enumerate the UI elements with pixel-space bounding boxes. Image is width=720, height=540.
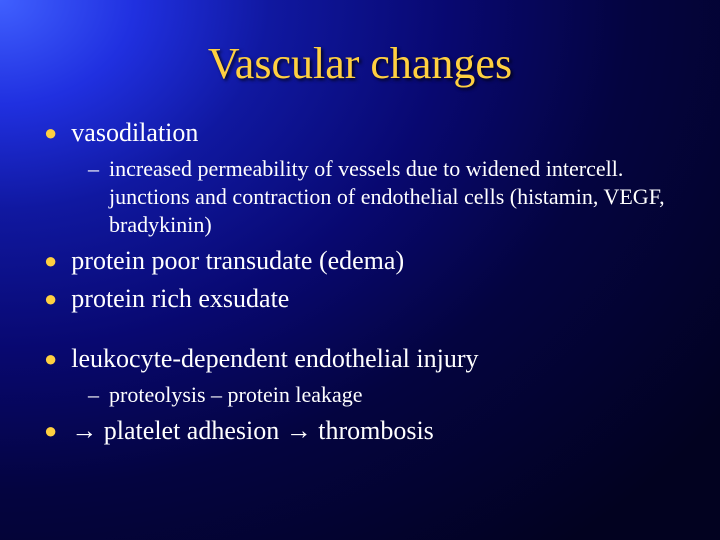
bullet-text: → platelet adhesion → thrombosis bbox=[71, 415, 434, 447]
dash-icon: – bbox=[88, 155, 99, 183]
slide-title: Vascular changes bbox=[208, 39, 512, 88]
bullet-icon: ● bbox=[44, 415, 57, 447]
slide-content: ● vasodilation – increased permeability … bbox=[0, 117, 720, 447]
bullet-exsudate: ● protein rich exsudate bbox=[44, 283, 690, 315]
bullet-transudate: ● protein poor transudate (edema) bbox=[44, 245, 690, 277]
bullet-thrombosis: ● → platelet adhesion → thrombosis bbox=[44, 415, 690, 447]
bullet-icon: ● bbox=[44, 283, 57, 315]
spacer bbox=[44, 321, 690, 343]
bullet-text: protein rich exsudate bbox=[71, 283, 289, 315]
bullet-icon: ● bbox=[44, 343, 57, 375]
bullet-text: vasodilation bbox=[71, 117, 198, 149]
bullet-icon: ● bbox=[44, 245, 57, 277]
slide-title-container: Vascular changes bbox=[0, 0, 720, 117]
bullet-text: leukocyte-dependent endothelial injury bbox=[71, 343, 478, 375]
subbullet-permeability: – increased permeability of vessels due … bbox=[44, 155, 690, 239]
bullet-text: protein poor transudate (edema) bbox=[71, 245, 404, 277]
bullet-icon: ● bbox=[44, 117, 57, 149]
bullet-leukocyte: ● leukocyte-dependent endothelial injury bbox=[44, 343, 690, 375]
bullet-vasodilation: ● vasodilation bbox=[44, 117, 690, 149]
subbullet-text: increased permeability of vessels due to… bbox=[109, 155, 690, 239]
subbullet-text: proteolysis – protein leakage bbox=[109, 381, 363, 409]
subbullet-proteolysis: – proteolysis – protein leakage bbox=[44, 381, 690, 409]
dash-icon: – bbox=[88, 381, 99, 409]
